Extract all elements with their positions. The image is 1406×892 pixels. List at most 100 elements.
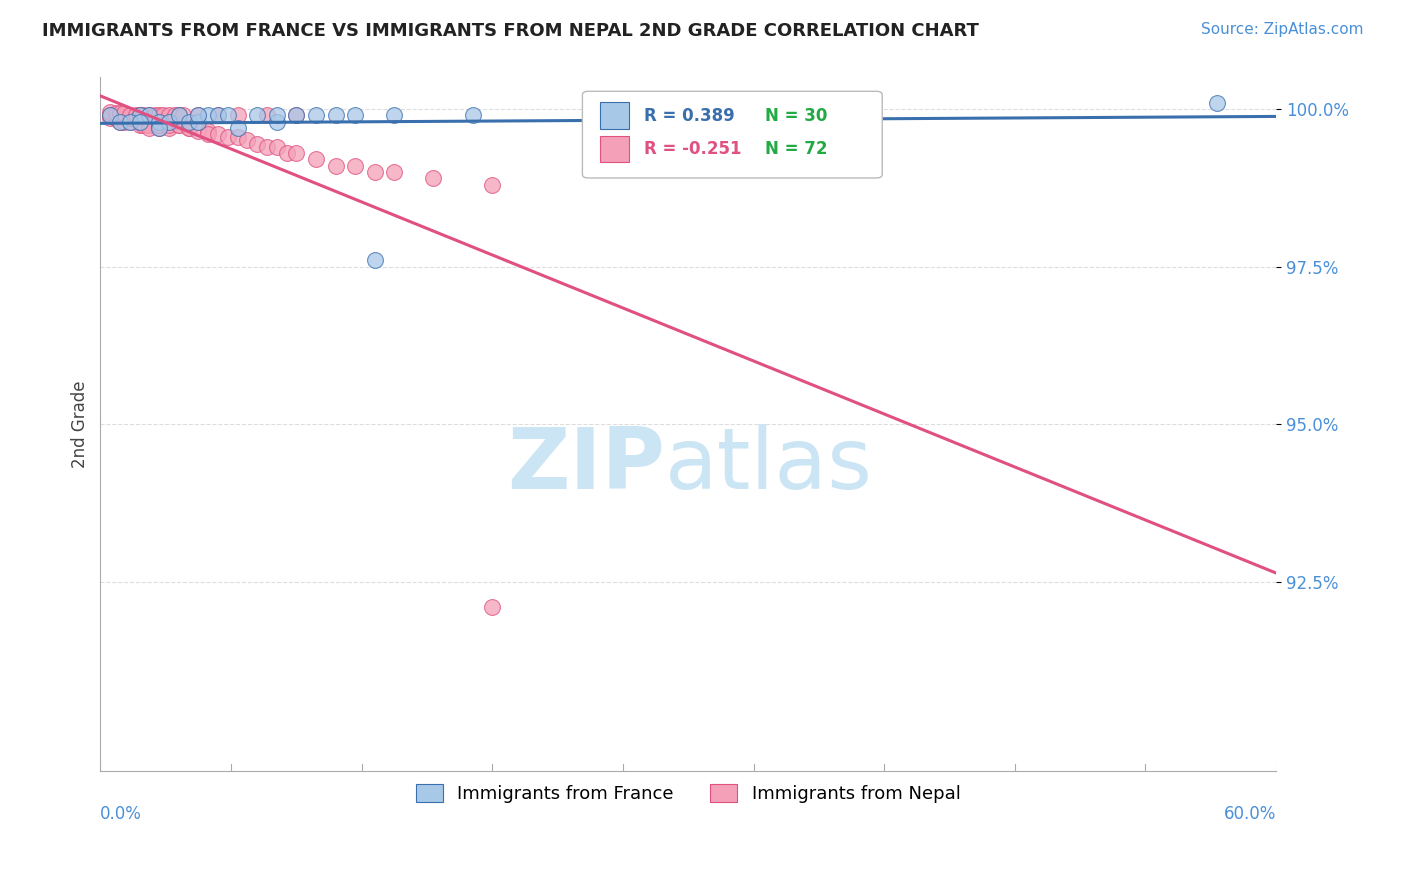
Point	[226, 108, 249, 122]
Point	[226, 130, 249, 145]
Point	[344, 159, 367, 173]
Point	[105, 106, 128, 120]
Point	[128, 108, 150, 122]
Point	[187, 108, 209, 122]
Point	[132, 114, 155, 128]
Point	[276, 146, 298, 161]
Point	[98, 108, 121, 122]
Point	[207, 108, 229, 122]
Point	[108, 112, 131, 126]
Text: 60.0%: 60.0%	[1223, 805, 1277, 823]
Point	[177, 120, 200, 135]
Point	[363, 165, 385, 179]
Point	[246, 136, 269, 151]
Point	[148, 118, 170, 132]
Point	[285, 146, 308, 161]
Y-axis label: 2nd Grade: 2nd Grade	[72, 380, 89, 467]
Point	[157, 108, 180, 122]
Point	[112, 112, 135, 126]
Point	[246, 108, 269, 122]
Text: N = 72: N = 72	[765, 140, 827, 158]
Point	[157, 118, 180, 132]
Point	[187, 124, 209, 138]
Point	[118, 114, 141, 128]
Point	[128, 118, 150, 132]
Point	[256, 108, 278, 122]
Text: N = 30: N = 30	[765, 106, 827, 125]
Point	[325, 108, 347, 122]
Point	[481, 599, 503, 614]
Point	[148, 120, 170, 135]
FancyBboxPatch shape	[600, 136, 630, 162]
Point	[305, 153, 328, 167]
Point	[118, 108, 141, 122]
FancyBboxPatch shape	[582, 91, 882, 178]
Point	[124, 108, 146, 122]
Point	[98, 112, 121, 126]
Point	[138, 118, 160, 132]
Point	[305, 108, 328, 122]
Point	[98, 105, 121, 120]
Text: ZIP: ZIP	[508, 425, 665, 508]
FancyBboxPatch shape	[600, 103, 630, 128]
Point	[285, 108, 308, 122]
Point	[105, 112, 128, 126]
Point	[187, 114, 209, 128]
Point	[382, 108, 405, 122]
Point	[217, 130, 239, 145]
Point	[132, 118, 155, 132]
Point	[1206, 95, 1229, 110]
Point	[128, 114, 150, 128]
Point	[118, 112, 141, 126]
Point	[152, 108, 174, 122]
Point	[344, 108, 367, 122]
Point	[132, 108, 155, 122]
Text: R = 0.389: R = 0.389	[644, 106, 734, 125]
Legend: Immigrants from France, Immigrants from Nepal: Immigrants from France, Immigrants from …	[409, 776, 967, 810]
Point	[197, 108, 219, 122]
Point	[256, 140, 278, 154]
Point	[461, 108, 484, 122]
Point	[118, 114, 141, 128]
Point	[197, 124, 219, 138]
Point	[207, 108, 229, 122]
Point	[118, 112, 141, 126]
Point	[266, 114, 288, 128]
Point	[422, 171, 444, 186]
Point	[266, 108, 288, 122]
Point	[207, 127, 229, 141]
Point	[163, 108, 186, 122]
Point	[167, 108, 190, 122]
Point	[98, 108, 121, 122]
Point	[177, 114, 200, 128]
Text: IMMIGRANTS FROM FRANCE VS IMMIGRANTS FROM NEPAL 2ND GRADE CORRELATION CHART: IMMIGRANTS FROM FRANCE VS IMMIGRANTS FRO…	[42, 22, 979, 40]
Point	[266, 140, 288, 154]
Point	[138, 118, 160, 132]
Point	[108, 114, 131, 128]
Text: 0.0%: 0.0%	[100, 805, 142, 823]
Point	[112, 114, 135, 128]
Text: R = -0.251: R = -0.251	[644, 140, 741, 158]
Point	[148, 114, 170, 128]
Point	[172, 108, 194, 122]
Point	[226, 120, 249, 135]
Point	[177, 120, 200, 135]
Point	[143, 108, 166, 122]
Point	[157, 114, 180, 128]
Point	[148, 108, 170, 122]
Point	[98, 108, 121, 122]
Point	[579, 108, 602, 122]
Text: atlas: atlas	[665, 425, 873, 508]
Point	[285, 108, 308, 122]
Point	[481, 178, 503, 192]
Point	[197, 127, 219, 141]
Point	[794, 108, 817, 122]
Point	[325, 159, 347, 173]
Point	[167, 118, 190, 132]
Point	[118, 112, 141, 126]
Point	[138, 108, 160, 122]
Point	[187, 108, 209, 122]
Point	[167, 118, 190, 132]
Point	[128, 114, 150, 128]
Point	[108, 106, 131, 120]
